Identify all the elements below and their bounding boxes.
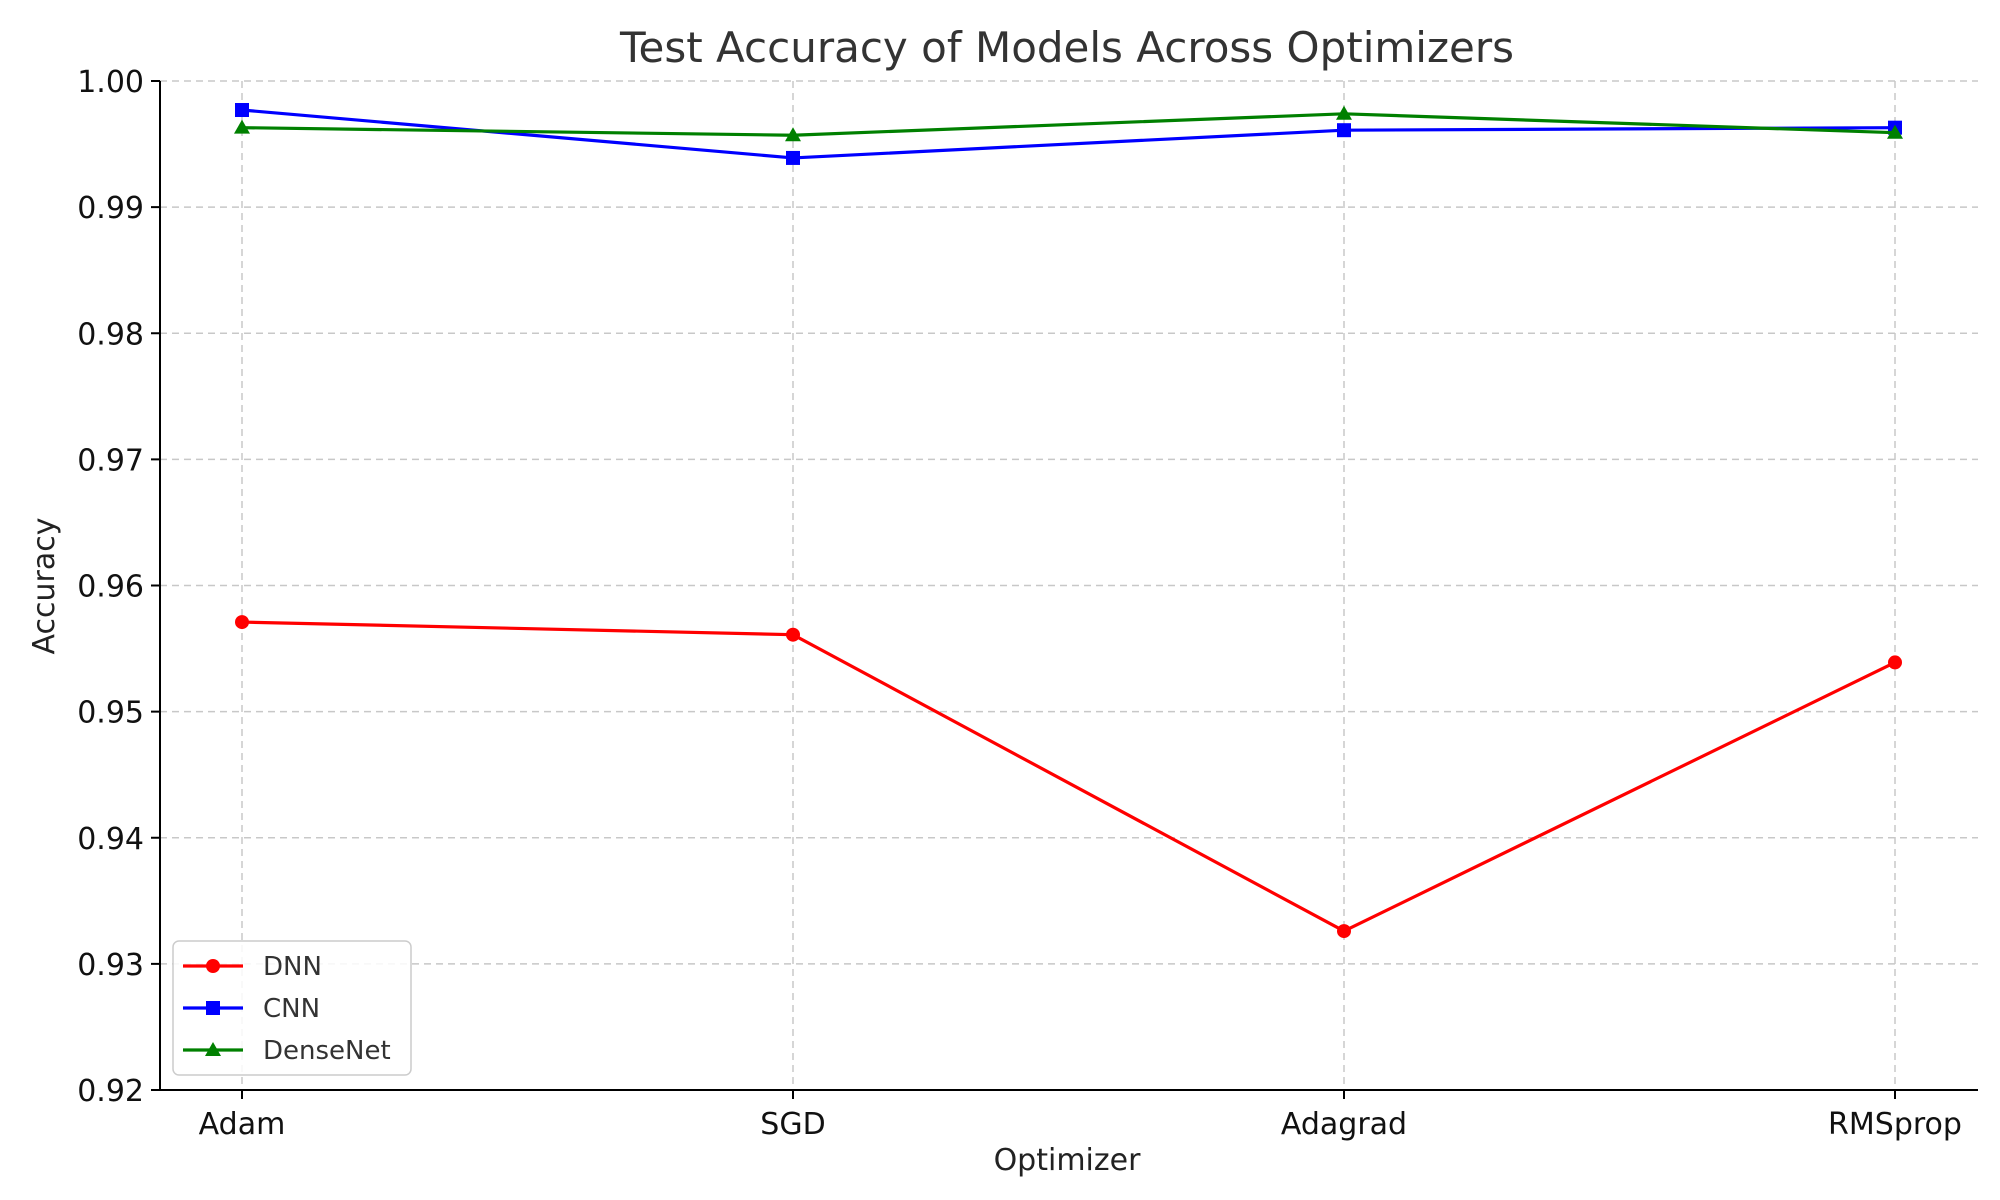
legend-item-dnn: DNN bbox=[183, 952, 322, 982]
y-tick-label: 0.96 bbox=[77, 570, 144, 605]
y-tick-label: 0.93 bbox=[77, 948, 144, 983]
x-tick-label: RMSprop bbox=[1828, 1107, 1962, 1142]
y-tick-label: 1.00 bbox=[77, 65, 144, 100]
series-line-densenet bbox=[241, 112, 1896, 137]
series-line-cnn bbox=[241, 108, 1896, 160]
y-tick-label: 0.95 bbox=[77, 696, 144, 731]
legend-item-cnn: CNN bbox=[183, 994, 320, 1024]
y-axis-label: Accuracy bbox=[27, 518, 62, 655]
series-line-dnn bbox=[241, 620, 1896, 933]
legend-item-densenet: DenseNet bbox=[183, 1036, 391, 1066]
x-ticks: Adam SGD Adagrad RMSprop bbox=[199, 1090, 1962, 1142]
chart-title: Test Accuracy of Models Across Optimizer… bbox=[619, 23, 1514, 72]
x-tick-label: Adam bbox=[199, 1107, 286, 1142]
data-point-dnn bbox=[1337, 924, 1351, 939]
data-point-cnn bbox=[235, 103, 249, 118]
data-point-dnn bbox=[786, 627, 800, 642]
y-tick-label: 0.92 bbox=[77, 1074, 144, 1109]
y-tick-label: 0.97 bbox=[77, 443, 144, 478]
series-cnn bbox=[235, 103, 1902, 165]
legend-label: DenseNet bbox=[263, 1036, 391, 1066]
y-tick-label: 0.98 bbox=[77, 317, 144, 352]
legend-label: CNN bbox=[263, 994, 320, 1024]
x-tick-label: SGD bbox=[760, 1107, 825, 1142]
series-dnn bbox=[235, 615, 1902, 939]
x-axis-label: Optimizer bbox=[994, 1143, 1142, 1178]
data-point-densenet bbox=[234, 119, 250, 134]
y-ticks: 0.92 0.93 0.94 0.95 0.96 0.97 0.98 0.99 1.00 bbox=[77, 65, 160, 1109]
legend-marker-cnn bbox=[206, 1001, 220, 1015]
data-point-cnn bbox=[1337, 123, 1351, 138]
legend: DNN CNN DenseNet bbox=[172, 940, 412, 1076]
data-point-cnn bbox=[786, 150, 800, 165]
y-tick-label: 0.99 bbox=[77, 191, 144, 226]
grid bbox=[160, 80, 1978, 1090]
data-point-dnn bbox=[235, 615, 249, 630]
data-point-densenet bbox=[1336, 105, 1352, 120]
legend-marker-densenet bbox=[205, 1042, 221, 1056]
legend-marker-dnn bbox=[206, 959, 220, 973]
x-tick-label: Adagrad bbox=[1281, 1107, 1407, 1142]
y-tick-label: 0.94 bbox=[77, 822, 144, 857]
series bbox=[234, 103, 1903, 939]
legend-frame bbox=[172, 940, 412, 1076]
legend-label: DNN bbox=[263, 952, 322, 982]
data-point-densenet bbox=[1887, 124, 1903, 139]
data-point-dnn bbox=[1888, 655, 1902, 670]
data-point-densenet bbox=[785, 127, 801, 142]
series-densenet bbox=[234, 105, 1903, 142]
axes bbox=[159, 81, 1978, 1091]
